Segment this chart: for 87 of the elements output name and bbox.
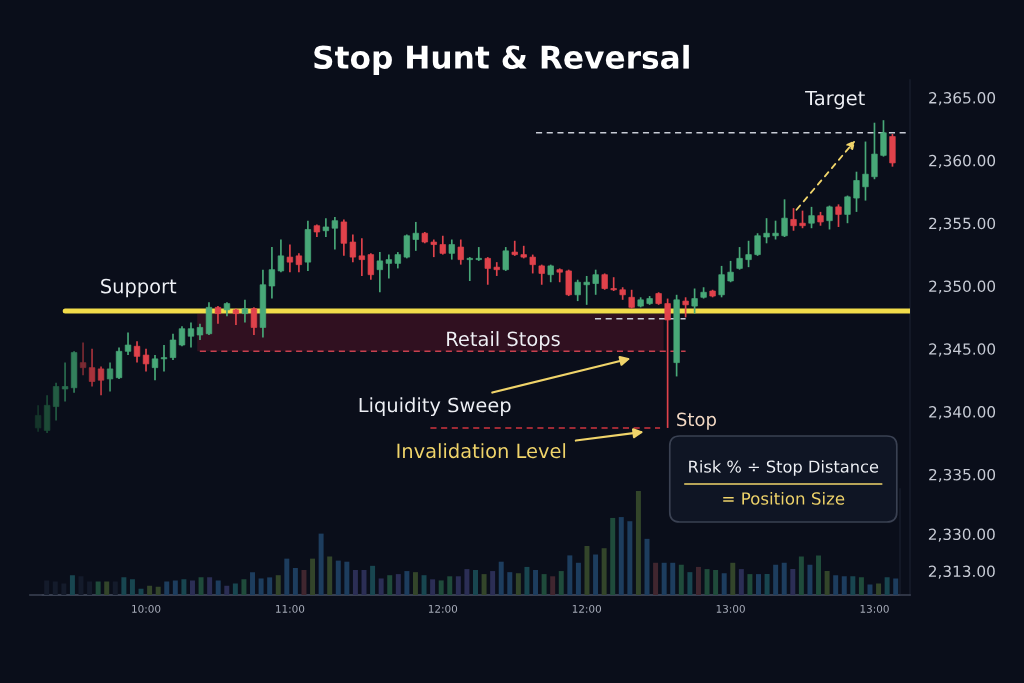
candlestick <box>493 261 500 277</box>
candlestick <box>187 321 195 349</box>
candlestick <box>241 298 249 324</box>
candlestick <box>367 252 374 281</box>
candlestick <box>376 251 383 294</box>
y-tick-label: 2,313.00 <box>928 565 995 579</box>
candlestick <box>277 238 285 274</box>
candlestick <box>295 252 303 274</box>
candlestick <box>322 217 330 238</box>
candlestick <box>268 246 276 300</box>
ref-line-label: Support <box>101 278 177 298</box>
x-tick-label: 10:00 <box>132 604 161 613</box>
candlestick <box>871 121 878 181</box>
candlestick <box>610 276 617 292</box>
candlestick <box>61 361 69 403</box>
annotation: Invalidation Level <box>397 443 566 459</box>
y-tick-label: 2,335.00 <box>929 468 996 482</box>
candlestick <box>385 253 392 280</box>
y-tick-label: 2,345.00 <box>929 343 996 357</box>
candlestick <box>682 296 689 319</box>
y-tick-label: 2,360.00 <box>929 154 996 168</box>
candlestick <box>412 221 419 252</box>
x-tick-label: 13:00 <box>716 604 745 613</box>
candlestick <box>790 207 797 232</box>
y-tick-label: 2,365.00 <box>929 92 996 106</box>
candlestick <box>529 253 536 275</box>
candlestick <box>448 238 455 261</box>
candlestick <box>502 246 509 272</box>
candlestick <box>169 332 177 361</box>
annotation: = Position Size <box>723 491 845 505</box>
candlestick <box>439 234 446 256</box>
y-tick-label: 2,350.00 <box>929 280 996 294</box>
candlestick <box>691 287 698 315</box>
y-tick-label: 2,355.00 <box>929 217 996 231</box>
candlestick <box>808 206 815 230</box>
candlestick <box>88 347 96 388</box>
ref-line-label: Target <box>805 90 865 110</box>
candlestick <box>583 275 590 306</box>
candlestick <box>763 217 770 245</box>
y-tick-label: 2,330.00 <box>928 528 995 542</box>
candlestick <box>772 219 779 241</box>
x-tick-label: 12:00 <box>428 604 458 613</box>
candlestick <box>250 306 258 336</box>
candlestick <box>106 361 114 393</box>
candlestick <box>331 216 339 251</box>
candlestick <box>862 140 869 202</box>
candlestick <box>142 347 150 373</box>
candlestick <box>745 239 752 268</box>
candlestick <box>880 119 887 158</box>
annotation: Risk % ÷ Stop Distance <box>689 460 879 476</box>
candlestick <box>844 194 851 225</box>
candlestick <box>628 288 635 310</box>
candlestick <box>835 203 842 228</box>
candlestick <box>754 232 761 257</box>
candlestick <box>286 243 294 274</box>
candlestick <box>160 344 168 373</box>
annotation: Liquidity Sweep <box>359 397 511 417</box>
x-tick-label: 12:00 <box>572 604 602 613</box>
x-tick-label: 13:00 <box>860 604 889 613</box>
candlestick <box>736 246 743 271</box>
candlestick <box>565 268 572 297</box>
candlestick <box>475 246 482 262</box>
candlestick <box>133 340 141 364</box>
candlestick <box>457 238 464 266</box>
candlestick <box>781 198 788 238</box>
candlestick <box>97 365 105 397</box>
x-tick-label: 11:00 <box>276 604 305 613</box>
candlestick <box>664 297 671 429</box>
y-tick-label: 2,340.00 <box>929 406 996 420</box>
candlestick <box>853 170 860 213</box>
candlestick <box>358 237 365 277</box>
candlestick <box>151 354 159 382</box>
ref-line-label: Stop <box>677 412 716 430</box>
candlestick <box>466 256 473 282</box>
band-label: Retail Stops <box>447 331 560 350</box>
candlestick <box>718 265 725 299</box>
chart-title: Stop Hunt & Reversal <box>314 44 689 76</box>
candlestick <box>430 238 437 258</box>
candlestick <box>349 233 356 263</box>
candlestick <box>340 218 348 257</box>
candlestick <box>34 404 42 433</box>
candlestick <box>124 331 132 356</box>
candlestick <box>574 278 581 302</box>
candlestick <box>79 341 87 377</box>
candlestick <box>484 256 491 286</box>
candlestick <box>52 381 60 422</box>
candlestick <box>592 268 599 296</box>
